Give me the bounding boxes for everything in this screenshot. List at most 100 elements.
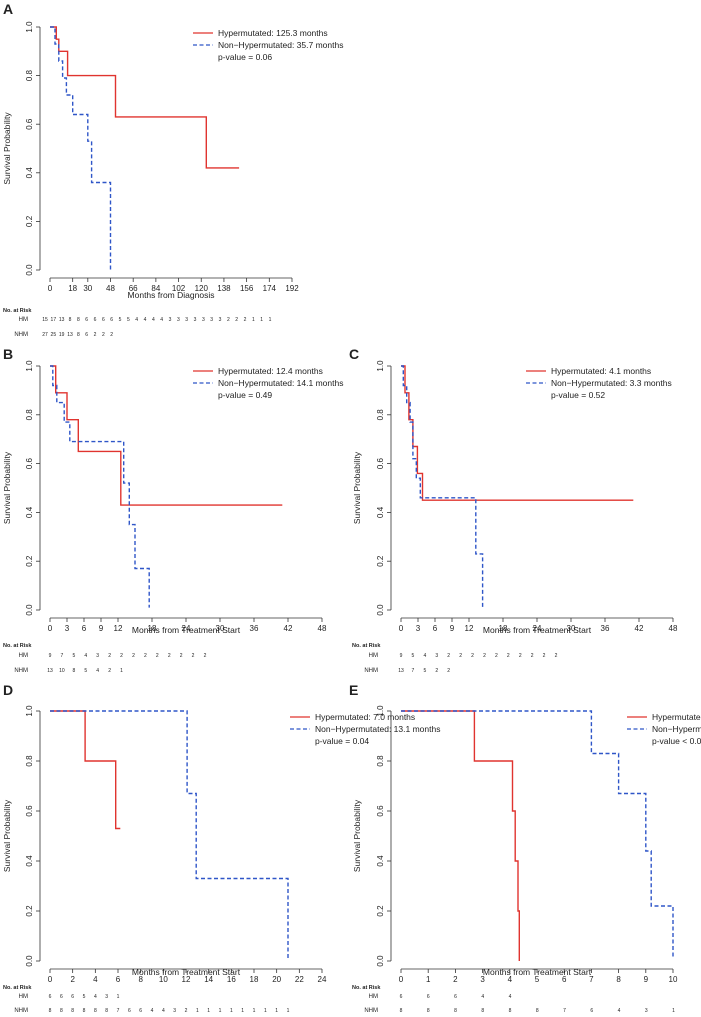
- y-tick-label: 0.0: [376, 604, 385, 616]
- panel-letter: C: [349, 346, 359, 362]
- y-tick-label: 0.2: [25, 555, 34, 567]
- risk-value: 1: [120, 668, 123, 674]
- risk-value: 6: [71, 994, 74, 1000]
- x-tick-label: 24: [318, 975, 327, 984]
- risk-value: 8: [454, 1008, 457, 1014]
- x-tick-label: 1: [426, 975, 431, 984]
- x-tick-label: 24: [533, 624, 542, 633]
- risk-value: 6: [60, 994, 63, 1000]
- x-axis-title: Months from Treatment Start: [483, 625, 592, 635]
- x-tick-label: 10: [669, 975, 678, 984]
- non-hypermutated-curve: [50, 26, 112, 270]
- risk-value: 8: [400, 1008, 403, 1014]
- risk-value: 2: [543, 653, 546, 659]
- x-tick-label: 5: [535, 975, 540, 984]
- x-tick-label: 42: [635, 624, 644, 633]
- risk-value: 8: [536, 1008, 539, 1014]
- legend-nhm-label: Non−Hypermutated: 3.3 months: [551, 378, 672, 388]
- legend-nhm-label: Non−Hypermutated: 9.0 months: [652, 724, 701, 734]
- legend-p-value: p-value = 0.49: [218, 390, 272, 400]
- risk-value: 2: [120, 653, 123, 659]
- non-hypermutated-curve: [401, 365, 484, 608]
- risk-value: 3: [210, 317, 213, 323]
- x-tick-label: 16: [227, 975, 236, 984]
- y-tick-label: 1.0: [25, 21, 34, 33]
- x-tick-label: 12: [465, 624, 474, 633]
- risk-value: 5: [83, 994, 86, 1000]
- risk-value: 8: [94, 1008, 97, 1014]
- y-tick-label: 0.4: [25, 167, 34, 179]
- x-tick-label: 84: [151, 284, 160, 293]
- panel-letter: E: [349, 682, 358, 698]
- x-tick-label: 30: [83, 284, 92, 293]
- y-axis-title: Survival Probability: [2, 112, 12, 185]
- x-tick-label: 36: [601, 624, 610, 633]
- risk-value: 13: [47, 668, 53, 674]
- y-tick-label: 0.8: [25, 755, 34, 767]
- risk-value: 5: [72, 653, 75, 659]
- risk-value: 2: [168, 653, 171, 659]
- x-tick-label: 156: [240, 284, 254, 293]
- x-tick-label: 18: [68, 284, 77, 293]
- x-tick-label: 0: [48, 624, 53, 633]
- risk-value: 6: [590, 1008, 593, 1014]
- risk-value: 8: [72, 668, 75, 674]
- risk-value: 3: [105, 994, 108, 1000]
- x-tick-label: 2: [70, 975, 75, 984]
- non-hypermutated-curve: [401, 710, 674, 959]
- risk-value: 4: [84, 653, 87, 659]
- x-tick-label: 22: [295, 975, 304, 984]
- legend-p-value: p-value < 0.001: [652, 736, 701, 746]
- risk-row-label: NHM: [14, 668, 28, 674]
- y-tick-label: 0.0: [376, 955, 385, 967]
- risk-row-label: NHM: [364, 668, 378, 674]
- risk-value: 3: [194, 317, 197, 323]
- panel-letter: B: [3, 346, 13, 362]
- x-tick-label: 0: [399, 975, 404, 984]
- risk-value: 2: [108, 668, 111, 674]
- y-axis-title: Survival Probability: [352, 799, 362, 872]
- risk-value: 2: [180, 653, 183, 659]
- x-tick-label: 30: [216, 624, 225, 633]
- risk-value: 3: [202, 317, 205, 323]
- x-tick-label: 3: [480, 975, 485, 984]
- risk-value: 6: [85, 332, 88, 338]
- x-tick-label: 10: [159, 975, 168, 984]
- x-tick-label: 4: [93, 975, 98, 984]
- risk-table-title: No. at Risk: [3, 985, 32, 991]
- y-tick-label: 0.6: [376, 805, 385, 817]
- risk-row-label: HM: [369, 653, 378, 659]
- risk-value: 6: [94, 317, 97, 323]
- risk-value: 2: [555, 653, 558, 659]
- y-tick-label: 0.4: [25, 506, 34, 518]
- y-tick-label: 0.2: [25, 905, 34, 917]
- x-tick-label: 6: [116, 975, 121, 984]
- legend-hm-label: Hypermutated: 7.0 months: [315, 712, 415, 722]
- risk-value: 1: [230, 1008, 233, 1014]
- x-tick-label: 0: [48, 975, 53, 984]
- risk-value: 1: [275, 1008, 278, 1014]
- y-tick-label: 0.6: [25, 457, 34, 469]
- risk-row-label: NHM: [14, 1008, 28, 1014]
- risk-value: 2: [192, 653, 195, 659]
- panel-d: D0.00.20.40.60.81.00 2 4 6 8 10 12 14 16 18 20 22 24…: [2, 682, 440, 1014]
- x-tick-label: 48: [106, 284, 115, 293]
- risk-value: 2: [102, 332, 105, 338]
- risk-value: 8: [69, 317, 72, 323]
- risk-value: 1: [287, 1008, 290, 1014]
- legend-p-value: p-value = 0.06: [218, 52, 272, 62]
- risk-value: 6: [139, 1008, 142, 1014]
- x-tick-label: 120: [195, 284, 209, 293]
- x-tick-label: 36: [250, 624, 259, 633]
- risk-value: 25: [51, 332, 57, 338]
- risk-value: 1: [260, 317, 263, 323]
- risk-value: 1: [252, 317, 255, 323]
- risk-value: 1: [196, 1008, 199, 1014]
- x-tick-label: 8: [616, 975, 621, 984]
- risk-value: 2: [204, 653, 207, 659]
- x-tick-label: 138: [217, 284, 231, 293]
- risk-value: 10: [59, 668, 65, 674]
- risk-value: 5: [84, 668, 87, 674]
- risk-value: 1: [672, 1008, 675, 1014]
- y-tick-label: 0.4: [376, 506, 385, 518]
